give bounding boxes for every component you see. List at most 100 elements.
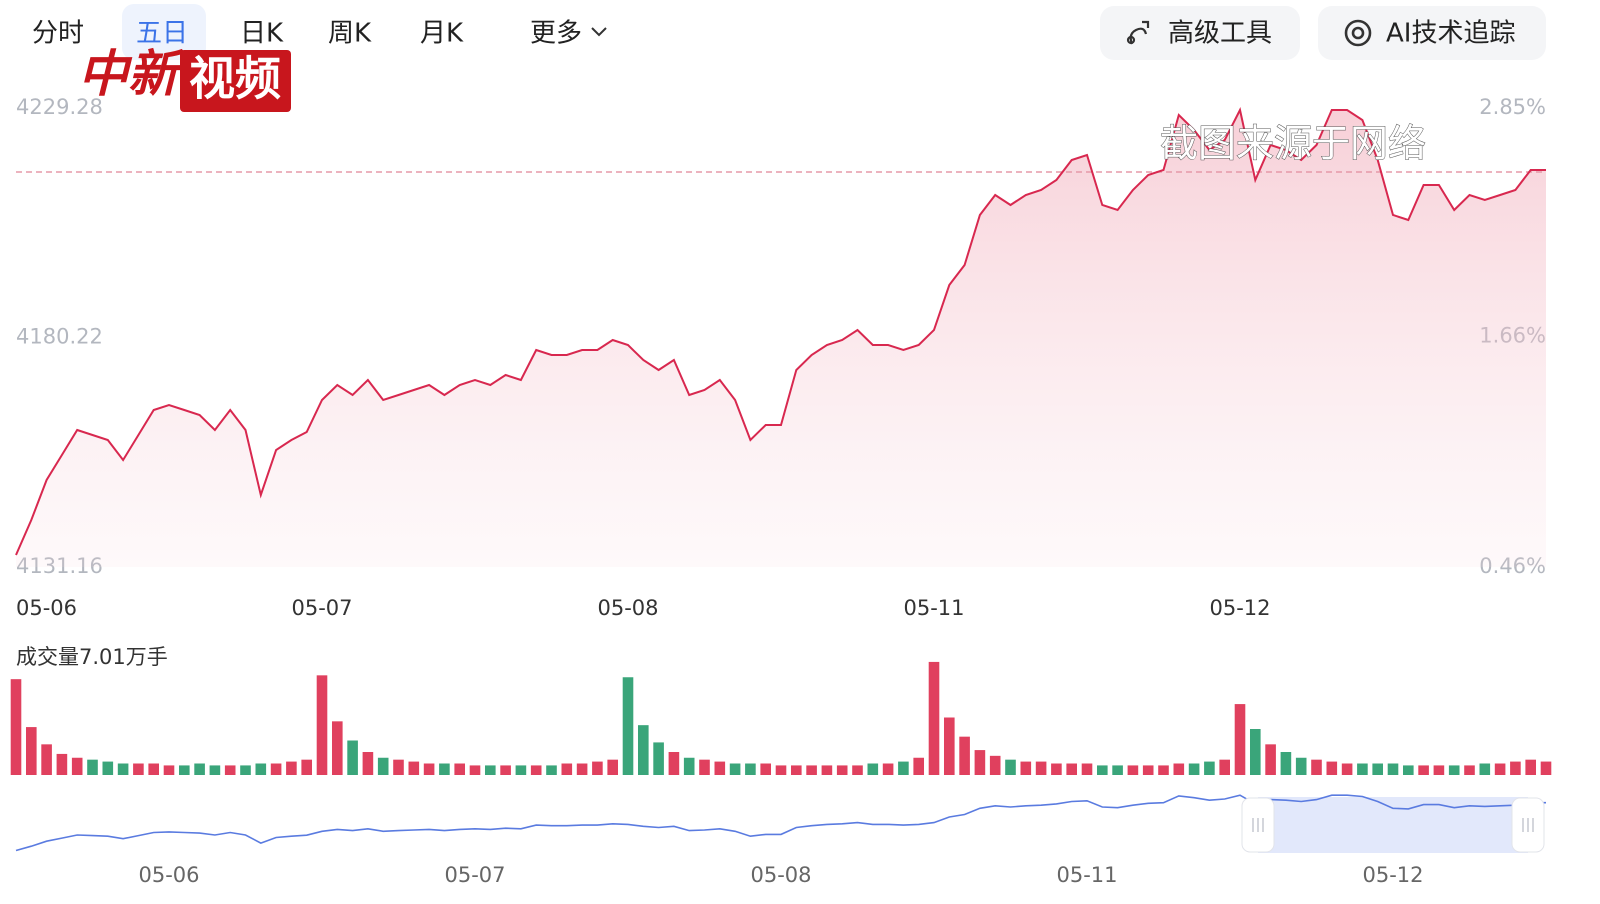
tool-button-bg[interactable] xyxy=(1100,6,1300,60)
volume-bar xyxy=(898,761,909,775)
tab[interactable]: 分时 xyxy=(32,19,84,49)
volume-bar xyxy=(270,763,282,775)
volume-bar xyxy=(1510,761,1521,775)
volume-bar xyxy=(41,744,52,775)
volume-bar xyxy=(1525,759,1537,775)
tab[interactable]: 日K xyxy=(240,19,284,49)
volume-bar xyxy=(1341,763,1353,775)
volume-label: 成交量7.01万手 xyxy=(16,645,168,669)
volume-bar xyxy=(882,763,894,775)
ai-button[interactable]: AI技术追踪 xyxy=(1386,19,1515,49)
volume-bar xyxy=(1112,765,1123,775)
navigator-line xyxy=(15,794,1546,852)
price-line xyxy=(15,107,1546,556)
volume-bar xyxy=(1418,765,1429,775)
volume-bar xyxy=(393,759,404,775)
y-tick-label: 4180.22 xyxy=(16,325,103,349)
volume-bar xyxy=(1020,761,1032,775)
active-tab-bg xyxy=(122,4,206,60)
volume-bar xyxy=(255,763,267,775)
volume-bar xyxy=(1372,763,1384,775)
volume-bar xyxy=(974,750,986,775)
volume-bar xyxy=(1402,765,1414,775)
tab[interactable]: 五日 xyxy=(136,19,188,49)
volume-bar xyxy=(699,759,710,775)
volume-bar xyxy=(989,755,1001,775)
navigator-window xyxy=(1258,797,1528,853)
volume-bar xyxy=(1081,763,1093,775)
x-tick-label: 05-08 xyxy=(597,596,658,620)
volume-bar xyxy=(1295,757,1307,775)
volume-bar xyxy=(913,757,925,775)
volume-bar xyxy=(1494,763,1506,775)
volume-bar xyxy=(1127,765,1139,775)
volume-bar xyxy=(362,752,374,775)
volume-bar xyxy=(102,761,114,775)
volume-bar xyxy=(469,765,481,775)
volume-bar xyxy=(1326,761,1338,775)
volume-bar xyxy=(87,759,98,775)
volume-bar xyxy=(622,677,634,775)
volume-bar xyxy=(576,763,588,775)
volume-bar xyxy=(515,765,527,775)
price-area xyxy=(16,110,1546,567)
volume-bar xyxy=(653,742,664,775)
volume-bar xyxy=(607,759,619,775)
volume-bar xyxy=(1464,765,1475,775)
volume-bar xyxy=(806,765,817,775)
x-tick-label: 05-11 xyxy=(903,596,964,620)
volume-bar xyxy=(1096,765,1108,775)
volume-bar xyxy=(928,661,940,775)
volume-bar xyxy=(1311,759,1322,775)
volume-bar xyxy=(1234,704,1246,775)
volume-bar xyxy=(163,765,175,775)
volume-bar xyxy=(790,765,802,775)
tab[interactable]: 更多 xyxy=(530,19,582,49)
volume-bar xyxy=(1158,765,1169,775)
volume-bar xyxy=(852,765,863,775)
volume-bar xyxy=(133,763,144,775)
volume-bar xyxy=(1035,761,1047,775)
tab[interactable]: 周K xyxy=(328,19,372,49)
volume-bar xyxy=(240,765,251,775)
volume-bar xyxy=(301,759,313,775)
logo-box-text: 视频 xyxy=(189,52,281,106)
volume-bar xyxy=(347,740,358,775)
volume-bar xyxy=(1142,765,1154,775)
volume-bar xyxy=(1280,752,1292,775)
volume-bar xyxy=(1173,763,1185,775)
volume-bar xyxy=(10,679,22,775)
volume-bar xyxy=(331,721,343,775)
volume-bar xyxy=(1066,763,1078,775)
volume-bar xyxy=(500,765,511,775)
volume-bar xyxy=(1265,744,1276,775)
ai-button-bg[interactable] xyxy=(1318,6,1546,60)
volume-bar xyxy=(637,725,649,775)
volume-bar xyxy=(408,761,420,775)
volume-bar xyxy=(316,675,328,775)
tool-button[interactable]: 高级工具 xyxy=(1168,19,1272,49)
x-tick-label: 05-06 xyxy=(16,596,77,620)
volume-bar xyxy=(1357,763,1368,775)
volume-bar xyxy=(25,727,37,775)
more-chevron xyxy=(591,27,607,37)
volume-bar xyxy=(423,763,435,775)
y2-tick-label: 2.85% xyxy=(1479,95,1546,119)
volume-bar xyxy=(1188,763,1200,775)
volume-bar xyxy=(821,765,833,775)
volume-bar xyxy=(454,763,466,775)
volume-bar xyxy=(668,752,680,775)
volume-bar xyxy=(1005,759,1016,775)
volume-bar xyxy=(775,765,787,775)
volume-bar xyxy=(148,763,160,775)
navigator-label: 05-11 xyxy=(1056,863,1117,887)
volume-bar xyxy=(561,763,573,775)
volume-bar xyxy=(714,761,726,775)
volume-bar xyxy=(1051,763,1062,775)
tab[interactable]: 月K xyxy=(420,19,464,49)
volume-bar xyxy=(1433,765,1445,775)
logo-text: 中新 xyxy=(78,44,186,103)
volume-bar xyxy=(760,763,772,775)
volume-bar xyxy=(71,757,83,775)
